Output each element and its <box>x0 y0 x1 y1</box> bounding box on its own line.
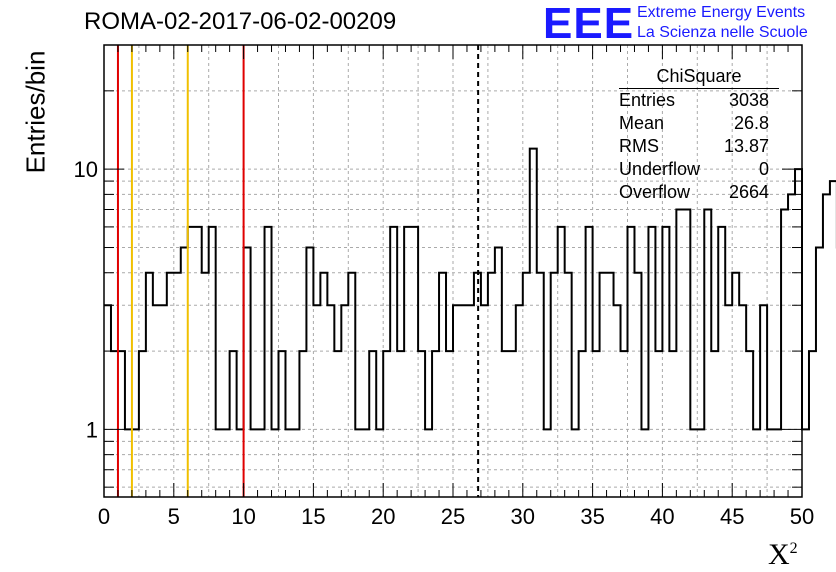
stats-row: Overflow 2664 <box>611 181 779 204</box>
stats-key: Underflow <box>619 159 701 179</box>
histogram-series <box>104 147 836 431</box>
stats-value: 13.87 <box>723 136 769 156</box>
x-tick-label: 5 <box>168 504 180 529</box>
x-axis-label-superscript: 2 <box>789 540 798 557</box>
x-tick-label: 45 <box>720 504 744 529</box>
logo-line-2: La Scienza nelle Scuole <box>637 24 808 41</box>
x-tick-label: 0 <box>98 504 110 529</box>
stats-row: RMS 13.87 <box>611 135 779 158</box>
x-axis-label: X2 <box>768 538 798 572</box>
stats-value: 2664 <box>728 182 769 202</box>
x-axis-label-base: X <box>768 538 790 571</box>
x-tick-label: 35 <box>580 504 604 529</box>
y-axis-label: Entries/bin <box>20 50 51 174</box>
stats-header: ChiSquare <box>619 64 779 89</box>
x-tick-label: 40 <box>650 504 674 529</box>
stats-key: Entries <box>619 90 676 110</box>
stats-row: Mean 26.8 <box>611 112 779 135</box>
logo-line-1: Extreme Energy Events <box>637 4 806 21</box>
y-tick-label: 10 <box>74 157 98 182</box>
x-tick-label: 10 <box>231 504 255 529</box>
stats-row: Entries 3038 <box>611 89 779 112</box>
eee-logo: EEE <box>543 0 635 48</box>
x-tick-label: 50 <box>790 504 814 529</box>
x-tick-label: 25 <box>441 504 465 529</box>
x-tick-label: 20 <box>371 504 395 529</box>
stats-value: 0 <box>758 159 769 179</box>
stats-key: Mean <box>619 113 665 133</box>
stats-value: 3038 <box>728 90 769 110</box>
stats-box: ChiSquare Entries 3038 Mean 26.8 RMS 13.87 … <box>611 64 779 204</box>
x-tick-label: 15 <box>301 504 325 529</box>
y-tick-label: 1 <box>86 417 98 442</box>
chart-title: ROMA-02-2017-06-02-00209 <box>84 8 397 35</box>
x-tick-label: 30 <box>511 504 535 529</box>
stats-value: 26.8 <box>733 113 769 133</box>
stats-key: Overflow <box>619 182 691 202</box>
stats-row: Underflow 0 <box>611 158 779 181</box>
stats-key: RMS <box>619 136 659 156</box>
